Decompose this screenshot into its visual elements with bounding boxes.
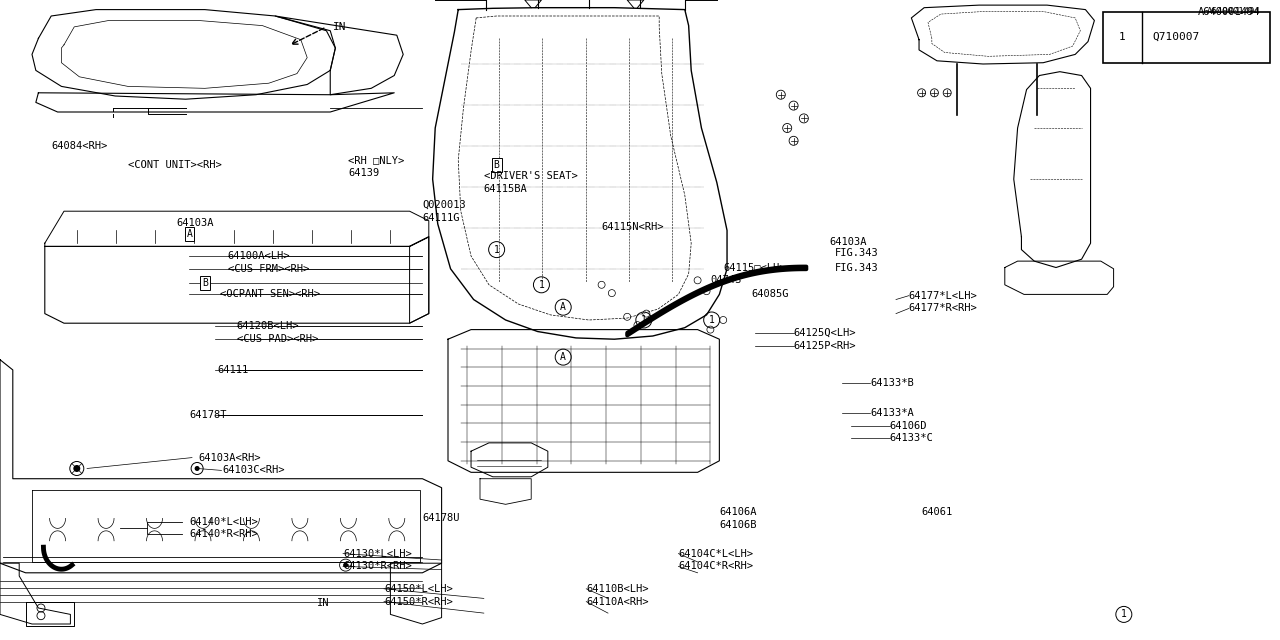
Polygon shape [410,237,429,323]
Polygon shape [45,211,429,246]
Text: 64103A: 64103A [177,218,214,228]
Text: 64130*R<RH>: 64130*R<RH> [343,561,412,572]
Polygon shape [390,563,442,624]
Text: 1: 1 [494,244,499,255]
Polygon shape [0,563,70,624]
Polygon shape [275,16,403,95]
Text: 64150*L<LH>: 64150*L<LH> [384,584,453,594]
Polygon shape [1005,261,1114,294]
Text: 64140*L<LH>: 64140*L<LH> [189,516,259,527]
Text: 64133*B: 64133*B [870,378,914,388]
Polygon shape [911,5,1094,64]
Text: 64133*C: 64133*C [890,433,933,444]
Text: A640001494: A640001494 [1207,7,1261,16]
Text: 64106D: 64106D [890,420,927,431]
Text: 64177*R<RH>: 64177*R<RH> [909,303,978,314]
Text: 64110B<LH>: 64110B<LH> [586,584,649,594]
Circle shape [73,465,81,472]
Polygon shape [32,490,420,562]
Text: <CONT UNIT><RH>: <CONT UNIT><RH> [128,160,221,170]
Text: 64178T: 64178T [189,410,227,420]
Text: 64120B<LH>: 64120B<LH> [237,321,300,332]
Polygon shape [36,93,394,112]
Text: 64139: 64139 [348,168,379,178]
Text: 64178U: 64178U [422,513,460,524]
Text: 64104C*R<RH>: 64104C*R<RH> [678,561,754,572]
Polygon shape [471,443,548,477]
Text: 1: 1 [1121,609,1126,620]
Text: 64106A: 64106A [719,507,756,517]
Polygon shape [1014,72,1091,268]
Text: 64085G: 64085G [751,289,788,300]
Bar [1103,12,1270,63]
Text: <CUS PAD><RH>: <CUS PAD><RH> [237,334,317,344]
Text: 64111: 64111 [218,365,248,375]
Text: 64103A<RH>: 64103A<RH> [198,452,261,463]
Polygon shape [0,360,442,573]
Text: 1: 1 [641,315,646,325]
Text: FIG.343: FIG.343 [835,262,878,273]
Text: 64103A: 64103A [829,237,867,247]
Text: 1: 1 [1119,32,1126,42]
Text: <OCPANT SEN><RH>: <OCPANT SEN><RH> [220,289,320,300]
Text: 0474S: 0474S [710,275,741,285]
Polygon shape [32,10,335,99]
Text: 64130*L<LH>: 64130*L<LH> [343,548,412,559]
Polygon shape [45,237,429,323]
Text: A: A [561,302,566,312]
Text: 64115BA: 64115BA [484,184,527,194]
Text: 64140*R<RH>: 64140*R<RH> [189,529,259,540]
Polygon shape [433,8,727,339]
Text: 1: 1 [709,315,714,325]
Text: 64125Q<LH>: 64125Q<LH> [794,328,856,338]
Text: B: B [202,278,207,288]
Text: 64104C*L<LH>: 64104C*L<LH> [678,548,754,559]
Text: FIG.343: FIG.343 [835,248,878,258]
Text: 64115N<RH>: 64115N<RH> [602,222,664,232]
Text: B: B [494,160,499,170]
Text: 64106B: 64106B [719,520,756,530]
Text: 64103C<RH>: 64103C<RH> [223,465,285,476]
Text: 64177*L<LH>: 64177*L<LH> [909,291,978,301]
Text: A640001494: A640001494 [1198,6,1261,17]
Text: <DRIVER'S SEAT>: <DRIVER'S SEAT> [484,171,577,181]
Text: 64084<RH>: 64084<RH> [51,141,108,151]
Circle shape [195,466,200,471]
Text: <RH □NLY>: <RH □NLY> [348,155,404,165]
Text: 64061: 64061 [922,507,952,517]
Text: 64150*R<RH>: 64150*R<RH> [384,596,453,607]
Text: 64125P<RH>: 64125P<RH> [794,340,856,351]
Polygon shape [480,479,531,504]
Text: 1: 1 [539,280,544,290]
Polygon shape [448,330,719,472]
Circle shape [343,563,348,568]
Text: Q710007: Q710007 [1152,32,1199,42]
Text: 64110A<RH>: 64110A<RH> [586,596,649,607]
Text: Q020013: Q020013 [422,200,466,210]
Text: A: A [187,228,192,239]
Text: IN: IN [333,22,347,32]
Text: <CUS FRM><RH>: <CUS FRM><RH> [228,264,308,274]
Text: 64133*A: 64133*A [870,408,914,418]
Text: 64111G: 64111G [422,212,460,223]
Text: 64115□<LH>: 64115□<LH> [723,262,786,273]
Text: 64100A<LH>: 64100A<LH> [228,251,291,261]
Text: IN: IN [317,598,330,608]
Text: A: A [561,352,566,362]
Polygon shape [26,602,74,626]
